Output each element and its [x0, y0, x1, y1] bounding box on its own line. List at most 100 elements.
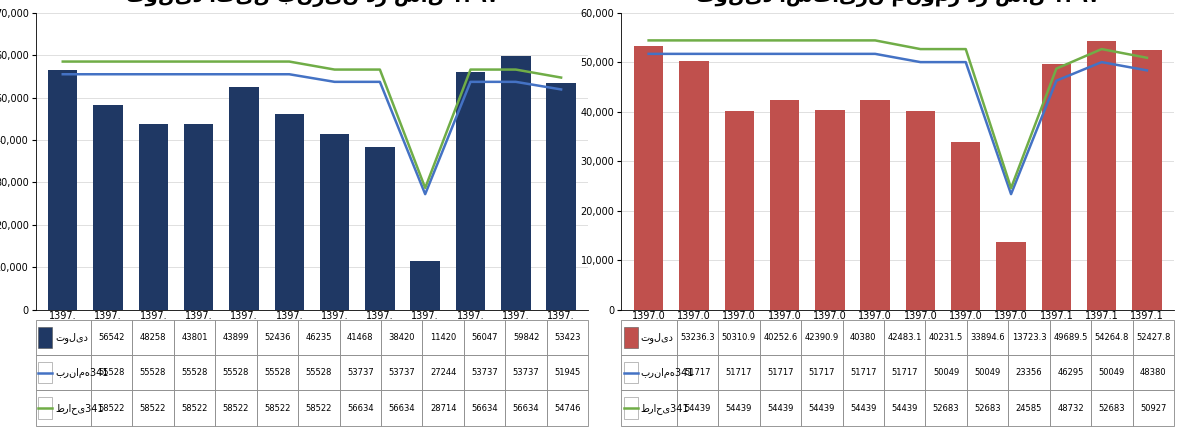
Text: 56542: 56542	[98, 333, 125, 342]
Bar	[925, 320, 967, 355]
Text: 54439: 54439	[892, 403, 918, 412]
Bar	[621, 355, 677, 390]
Bar	[842, 320, 884, 355]
Bar	[36, 390, 91, 426]
Text: 53737: 53737	[471, 368, 498, 377]
Bar	[801, 390, 842, 426]
Bar	[381, 390, 422, 426]
Bar	[725, 111, 754, 310]
Bar	[759, 390, 801, 426]
Text: 56634: 56634	[389, 403, 415, 412]
Text: 11420: 11420	[431, 333, 457, 342]
Text: 46295: 46295	[1058, 368, 1084, 377]
Text: 28714: 28714	[431, 403, 457, 412]
Bar	[38, 327, 52, 348]
Text: 52436: 52436	[264, 333, 291, 342]
Text: 40252.6: 40252.6	[764, 333, 797, 342]
Bar	[174, 320, 215, 355]
Bar	[36, 355, 91, 390]
Text: 54746: 54746	[554, 403, 581, 412]
Bar	[680, 61, 709, 310]
Bar	[91, 390, 133, 426]
Bar	[1091, 320, 1133, 355]
Bar	[256, 320, 298, 355]
Text: 51945: 51945	[554, 368, 581, 377]
Bar	[505, 355, 547, 390]
Text: 38420: 38420	[389, 333, 415, 342]
Bar	[547, 83, 576, 310]
Bar	[36, 320, 91, 355]
Text: 58522: 58522	[181, 403, 208, 412]
Bar	[1008, 320, 1050, 355]
Text: 56634: 56634	[471, 403, 498, 412]
Bar	[505, 390, 547, 426]
Text: 51717: 51717	[684, 368, 710, 377]
Text: تولید: تولید	[55, 332, 88, 343]
Text: 58522: 58522	[264, 403, 291, 412]
Text: 51717: 51717	[767, 368, 793, 377]
Bar	[842, 355, 884, 390]
Bar	[381, 320, 422, 355]
Bar	[184, 123, 213, 310]
Bar	[621, 390, 677, 426]
Bar	[677, 320, 719, 355]
Text: 42483.1: 42483.1	[887, 333, 922, 342]
Text: 53737: 53737	[512, 368, 540, 377]
Text: 58522: 58522	[140, 403, 166, 412]
Bar	[298, 390, 339, 426]
Bar	[624, 362, 638, 383]
Bar	[759, 320, 801, 355]
Text: 13723.3: 13723.3	[1012, 333, 1046, 342]
Bar	[815, 110, 844, 310]
Text: 55528: 55528	[223, 368, 249, 377]
Bar	[455, 72, 485, 310]
Bar	[320, 134, 350, 310]
Bar	[38, 397, 52, 419]
Bar	[298, 320, 339, 355]
Text: 43899: 43899	[223, 333, 249, 342]
Bar	[422, 355, 464, 390]
Bar	[91, 355, 133, 390]
Text: 53737: 53737	[347, 368, 374, 377]
Bar	[410, 261, 440, 310]
Bar	[951, 142, 981, 310]
Bar	[925, 390, 967, 426]
Text: 54439: 54439	[809, 403, 835, 412]
Bar	[719, 390, 759, 426]
Bar	[801, 320, 842, 355]
Bar	[215, 390, 256, 426]
Bar	[1086, 41, 1116, 310]
Bar	[1050, 320, 1091, 355]
Bar	[624, 397, 638, 419]
Bar	[677, 355, 719, 390]
Bar	[422, 390, 464, 426]
Text: 43801: 43801	[181, 333, 208, 342]
Text: 56047: 56047	[471, 333, 498, 342]
Text: 55528: 55528	[264, 368, 291, 377]
Text: تولید: تولید	[640, 332, 674, 343]
Bar	[505, 320, 547, 355]
Text: 53236.3: 53236.3	[680, 333, 715, 342]
Bar	[339, 320, 381, 355]
Text: 58522: 58522	[223, 403, 249, 412]
Text: 55528: 55528	[98, 368, 125, 377]
Bar	[464, 390, 505, 426]
Text: 54439: 54439	[684, 403, 710, 412]
Bar	[967, 320, 1008, 355]
Text: 51717: 51717	[850, 368, 876, 377]
Text: 46235: 46235	[306, 333, 332, 342]
Bar	[174, 390, 215, 426]
Text: برنامه341: برنامه341	[640, 368, 694, 378]
Text: 59842: 59842	[512, 333, 540, 342]
Bar	[133, 320, 174, 355]
Text: 50049: 50049	[975, 368, 1001, 377]
Bar	[677, 390, 719, 426]
Bar	[621, 320, 677, 355]
Bar	[1041, 64, 1071, 310]
Text: 52683: 52683	[1098, 403, 1126, 412]
Bar	[1008, 355, 1050, 390]
Text: طراحی341: طراحی341	[640, 402, 689, 414]
Text: 50049: 50049	[1099, 368, 1126, 377]
Bar	[139, 124, 168, 310]
Bar	[94, 105, 123, 310]
